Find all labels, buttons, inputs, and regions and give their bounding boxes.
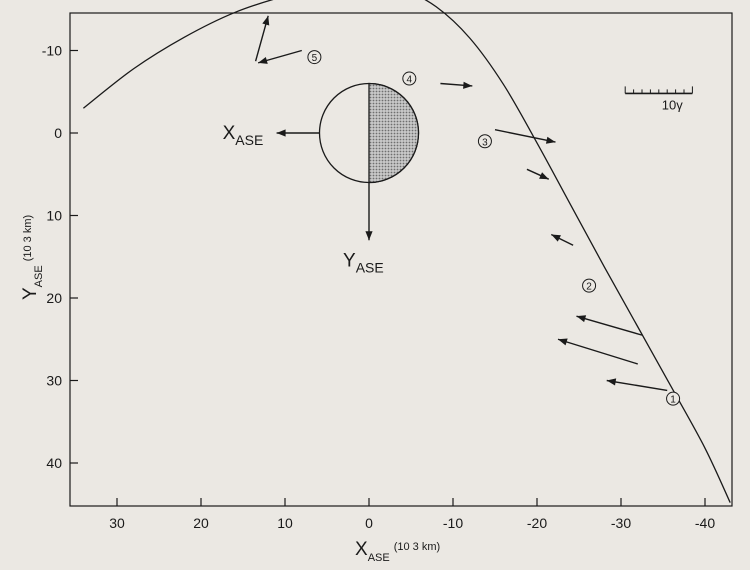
field-vector: [254, 15, 270, 62]
field-vector: [440, 81, 473, 89]
y-tick-label: 40: [46, 455, 62, 471]
x-axis-sub: ASE: [368, 552, 390, 564]
y-axis-title: YASE (10 3 km): [20, 215, 45, 300]
sun-disk: [318, 82, 420, 184]
inline-y-label: YASE: [343, 250, 384, 275]
field-vector: [550, 233, 574, 246]
y-axis-main: Y: [20, 287, 41, 300]
inline-x-main: X: [223, 123, 236, 144]
x-tick-label: 10: [277, 515, 293, 531]
position-marker: 5: [307, 50, 322, 65]
position-marker: 1: [666, 391, 681, 406]
inline-x-arrow: [276, 129, 320, 137]
y-tick-label: 0: [54, 125, 62, 141]
inline-x-sub: ASE: [235, 132, 263, 148]
vector-head: [545, 136, 556, 144]
y-axis-unit: (10 3 km): [22, 215, 34, 261]
x-tick-label: -40: [695, 515, 715, 531]
trajectory: [82, 0, 731, 503]
vector-shaft: [557, 338, 639, 365]
field-vectors: [254, 15, 668, 392]
x-axis-main: X: [355, 539, 368, 560]
x-tick-label: -10: [443, 515, 463, 531]
x-tick-label: -20: [527, 515, 547, 531]
vector-head: [262, 15, 270, 26]
sun-disk-shaded-half: [368, 82, 420, 184]
field-vector: [576, 315, 643, 336]
marker-circle: [477, 134, 492, 149]
vector-shaft: [494, 129, 556, 143]
marker-circle: [582, 278, 597, 293]
inline-y-arrow: [365, 182, 373, 241]
x-tick-label: -30: [611, 515, 631, 531]
field-vector: [526, 168, 550, 180]
y-tick-label: 30: [46, 373, 62, 389]
marker-label: 4: [407, 75, 413, 86]
inline-x-label: XASE: [223, 123, 264, 148]
position-marker: 4: [402, 71, 417, 86]
position-marker: 3: [477, 134, 492, 149]
marker-circle: [402, 71, 417, 86]
x-tick-label: 20: [193, 515, 209, 531]
y-axis-sub: ASE: [33, 265, 45, 287]
x-axis-unit: (10 3 km): [394, 541, 440, 553]
vector-head: [539, 172, 549, 180]
x-tick-label: 30: [109, 515, 125, 531]
position-marker: 2: [582, 278, 597, 293]
marker-circle: [307, 50, 322, 65]
vector-head: [463, 81, 473, 89]
plot-frame: [69, 12, 733, 507]
field-vector: [557, 338, 639, 365]
vector-head: [558, 338, 568, 346]
marker-label: 2: [586, 282, 592, 293]
y-tick-label: 10: [46, 208, 62, 224]
trajectory-line: [82, 0, 731, 503]
vector-head: [606, 378, 617, 386]
inline-y-sub: ASE: [356, 259, 384, 275]
field-vector: [606, 378, 668, 392]
vector-head: [258, 56, 268, 64]
x-ticks: 30 20 10 0 -10 -20 -30 -40: [109, 498, 715, 531]
field-vector: [494, 129, 556, 144]
marker-circle: [666, 391, 681, 406]
vector-head: [276, 129, 286, 137]
x-axis-title: XASE (10 3 km): [355, 539, 440, 564]
field-vector: [257, 49, 302, 64]
vector-head: [576, 315, 587, 323]
scale-bar: 10γ: [624, 86, 693, 112]
y-ticks: -10 0 10 20 30 40: [42, 43, 78, 471]
vector-head: [365, 231, 373, 241]
position-markers: 1 2 3 4 5: [307, 50, 681, 406]
vector-shaft: [576, 315, 643, 336]
y-tick-label: 20: [46, 290, 62, 306]
marker-label: 1: [670, 395, 676, 406]
y-tick-label: -10: [42, 43, 62, 59]
scale-bar-label: 10γ: [662, 97, 683, 112]
marker-label: 5: [312, 53, 318, 64]
marker-label: 3: [482, 137, 488, 148]
x-tick-label: 0: [365, 515, 373, 531]
vector-head: [551, 234, 561, 242]
vector-shaft: [606, 379, 668, 392]
inline-y-main: Y: [343, 250, 356, 271]
